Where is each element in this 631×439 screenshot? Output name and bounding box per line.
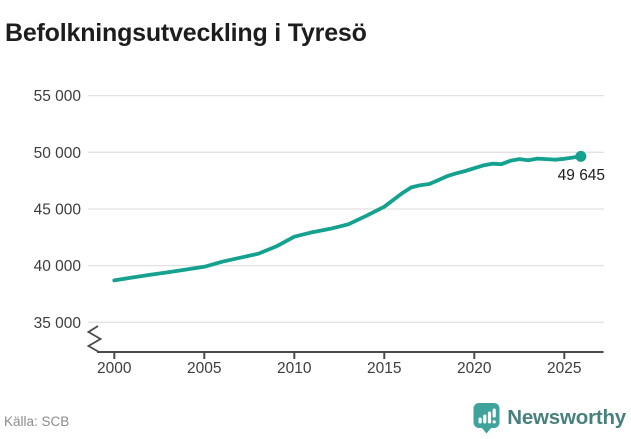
latest-value-label: 49 645 [558,167,605,184]
y-axis-tick-label: 40 000 [34,258,82,275]
axis-break-zigzag [86,325,103,353]
population-line [112,154,583,283]
x-axis-tick-label: 2000 [97,360,132,377]
newsworthy-logo: Newsworthy [472,402,626,434]
y-axis-tick-label: 55 000 [34,88,82,105]
newsworthy-badge-icon [473,403,500,434]
x-axis-tick-label: 2015 [367,360,401,377]
x-axis-tick-label: 2020 [457,360,492,377]
y-axis-tick-label: 35 000 [34,315,82,332]
x-axis-tick-label: 2010 [277,360,312,377]
brand-name: Newsworthy [507,406,626,429]
latest-value-dot [575,150,587,162]
y-axis-tick-label: 50 000 [34,145,82,162]
source-note: Källa: SCB [4,414,70,429]
chart-title: Befolkningsutveckling i Tyresö [5,18,367,47]
y-axis-tick-label: 45 000 [34,201,82,218]
x-axis-tick-label: 2005 [187,360,221,377]
x-axis-tick-label: 2025 [547,360,581,377]
